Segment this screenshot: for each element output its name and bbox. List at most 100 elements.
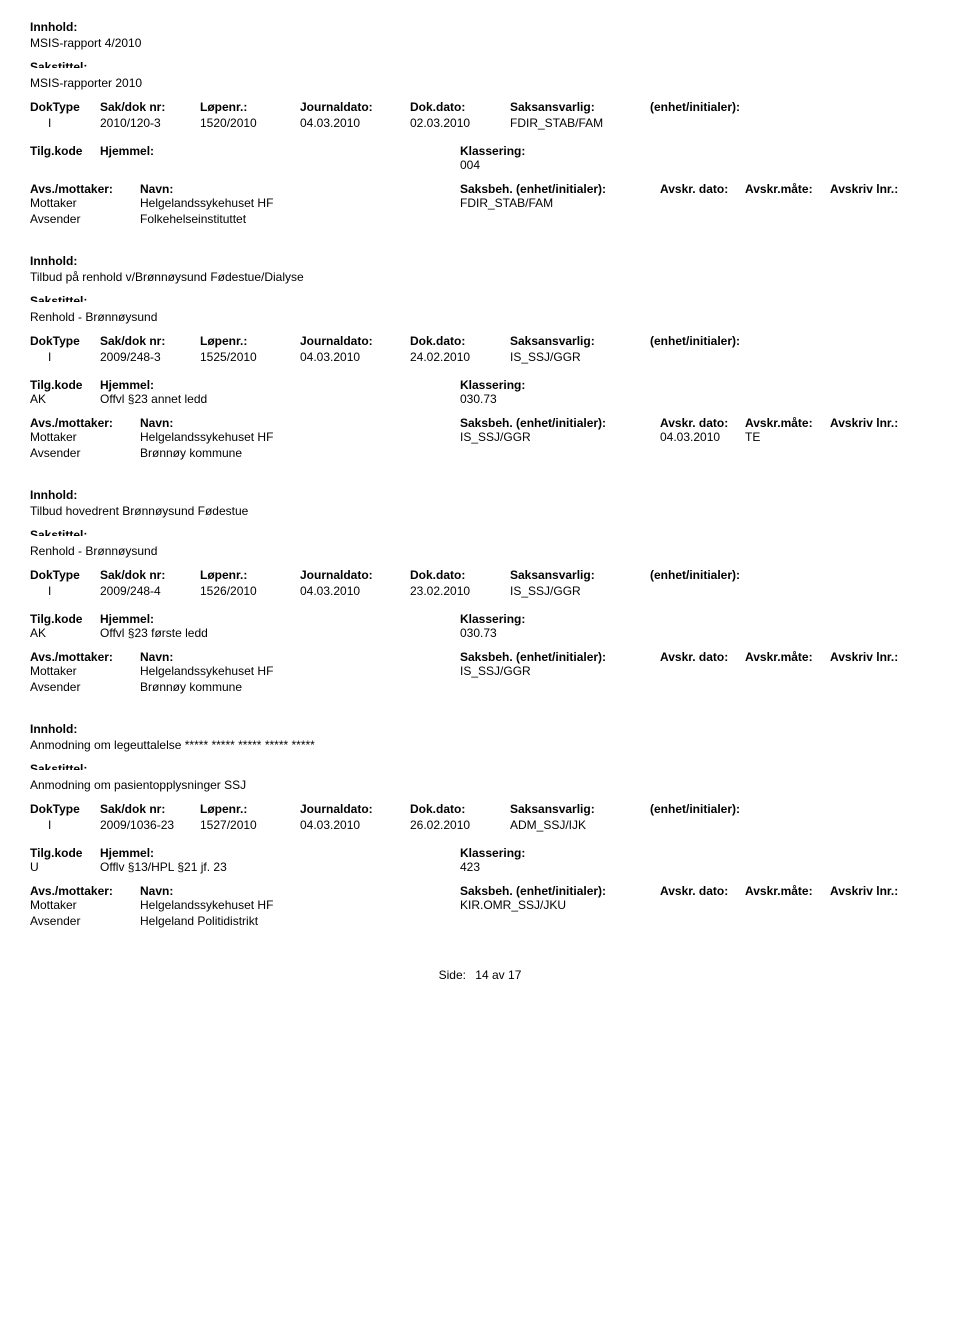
enhetinit-header: (enhet/initialer): [650, 568, 830, 582]
lopenr-header: Løpenr.: [200, 334, 300, 348]
party-saksbeh [460, 914, 660, 928]
tilg-header: Tilg.kodeHjemmel:Klassering: [30, 378, 930, 392]
footer-page: 14 [475, 968, 488, 982]
party-row: MottakerHelgelandssykehuset HFIS_SSJ/GGR… [30, 430, 930, 444]
avsmottaker-label: Avs./mottaker: [30, 884, 140, 898]
journal-record: Innhold:Tilbud hovedrent Brønnøysund Fød… [30, 488, 930, 694]
saksansvarlig-header: Saksansvarlig: [510, 100, 650, 114]
record-header-row: DokTypeSak/dok nr:Løpenr.:Journaldato:Do… [30, 334, 930, 348]
party-role: Avsender [30, 212, 140, 226]
journaldato-header: Journaldato: [300, 334, 410, 348]
hjemmel-value: Offvl §23 første ledd [100, 626, 460, 640]
party-navn: Helgelandssykehuset HF [140, 898, 460, 912]
hjemmel-value [100, 158, 460, 172]
avskrmate-label: Avskr.måte: [745, 182, 830, 196]
innhold-label: Innhold: [30, 488, 930, 502]
klassering-value: 004 [460, 158, 750, 172]
party-navn: Helgelandssykehuset HF [140, 664, 460, 678]
sakdoknr-header: Sak/dok nr: [100, 802, 200, 816]
record-header-row: DokTypeSak/dok nr:Løpenr.:Journaldato:Do… [30, 100, 930, 114]
doktype-header: DokType [30, 802, 100, 816]
record-value-row: I2010/120-31520/201004.03.201002.03.2010… [30, 116, 930, 130]
party-avskrivlnr [830, 898, 930, 912]
party-saksbeh [460, 680, 660, 694]
sakstittel-value: Anmodning om pasientopplysninger SSJ [30, 778, 930, 792]
saksansvarlig-header: Saksansvarlig: [510, 334, 650, 348]
innhold-label: Innhold: [30, 722, 930, 736]
doktype-header: DokType [30, 100, 100, 114]
doktype-value: I [30, 116, 100, 130]
avsmottaker-header: Avs./mottaker:Navn:Saksbeh. (enhet/initi… [30, 650, 930, 664]
party-avskrivlnr [830, 212, 930, 226]
party-avskrmate [745, 212, 830, 226]
party-avskrmate [745, 680, 830, 694]
party-avskrmate [745, 196, 830, 210]
tilg-block: Tilg.kodeHjemmel:Klassering:UOfflv §13/H… [30, 846, 930, 874]
hjemmel-header: Hjemmel: [100, 846, 460, 860]
saksbeh-label: Saksbeh. (enhet/initialer): [460, 650, 660, 664]
avskrivlnr-label: Avskriv lnr.: [830, 650, 930, 664]
klassering-value: 030.73 [460, 626, 750, 640]
party-row: MottakerHelgelandssykehuset HFKIR.OMR_SS… [30, 898, 930, 912]
tilgkode-header: Tilg.kode [30, 144, 100, 158]
party-row: AvsenderBrønnøy kommune [30, 446, 930, 460]
dokdato-value: 24.02.2010 [410, 350, 510, 364]
innhold-label: Innhold: [30, 20, 930, 34]
party-avskrivlnr [830, 196, 930, 210]
party-row: AvsenderBrønnøy kommune [30, 680, 930, 694]
journaldato-value: 04.03.2010 [300, 350, 410, 364]
avskrivlnr-label: Avskriv lnr.: [830, 416, 930, 430]
tilgkode-value: U [30, 860, 100, 874]
tilgkode-header: Tilg.kode [30, 846, 100, 860]
journaldato-header: Journaldato: [300, 100, 410, 114]
avsmottaker-label: Avs./mottaker: [30, 416, 140, 430]
avsmottaker-label: Avs./mottaker: [30, 650, 140, 664]
dokdato-header: Dok.dato: [410, 802, 510, 816]
footer-total: 17 [508, 968, 521, 982]
party-navn: Helgelandssykehuset HF [140, 196, 460, 210]
party-avskrivlnr [830, 664, 930, 678]
avsmottaker-header: Avs./mottaker:Navn:Saksbeh. (enhet/initi… [30, 416, 930, 430]
dokdato-header: Dok.dato: [410, 100, 510, 114]
footer-side-label: Side: [439, 968, 466, 982]
journaldato-header: Journaldato: [300, 568, 410, 582]
sakstittel-value: Renhold - Brønnøysund [30, 544, 930, 558]
party-role: Avsender [30, 680, 140, 694]
sakstittel-value: Renhold - Brønnøysund [30, 310, 930, 324]
enhetinit-header: (enhet/initialer): [650, 100, 830, 114]
tilg-header: Tilg.kodeHjemmel:Klassering: [30, 846, 930, 860]
journal-record: Innhold:Tilbud på renhold v/Brønnøysund … [30, 254, 930, 460]
footer-av-label: av [492, 968, 505, 982]
records-container: Innhold:MSIS-rapport 4/2010Sakstittel:MS… [30, 20, 930, 928]
doktype-header: DokType [30, 334, 100, 348]
avskrdato-label: Avskr. dato: [660, 650, 745, 664]
saksansvarlig-value: ADM_SSJ/IJK [510, 818, 650, 832]
party-row: AvsenderHelgeland Politidistrikt [30, 914, 930, 928]
doktype-value: I [30, 350, 100, 364]
dokdato-header: Dok.dato: [410, 568, 510, 582]
sakdoknr-value: 2010/120-3 [100, 116, 200, 130]
party-avskrdato [660, 196, 745, 210]
dokdato-header: Dok.dato: [410, 334, 510, 348]
tilg-header: Tilg.kodeHjemmel:Klassering: [30, 612, 930, 626]
party-navn: Helgelandssykehuset HF [140, 430, 460, 444]
party-row: AvsenderFolkehelseinstituttet [30, 212, 930, 226]
enhetinit-header: (enhet/initialer): [650, 802, 830, 816]
tilgkode-header: Tilg.kode [30, 378, 100, 392]
avskrmate-label: Avskr.måte: [745, 650, 830, 664]
klassering-header: Klassering: [460, 144, 750, 158]
tilg-block: Tilg.kodeHjemmel:Klassering:004 [30, 144, 930, 172]
saksbeh-label: Saksbeh. (enhet/initialer): [460, 884, 660, 898]
navn-label: Navn: [140, 650, 460, 664]
avskrivlnr-label: Avskriv lnr.: [830, 182, 930, 196]
sakstittel-label: Sakstittel: [30, 762, 930, 776]
hjemmel-value: Offvl §23 annet ledd [100, 392, 460, 406]
tilg-header: Tilg.kodeHjemmel:Klassering: [30, 144, 930, 158]
hjemmel-header: Hjemmel: [100, 144, 460, 158]
party-role: Mottaker [30, 430, 140, 444]
party-saksbeh: IS_SSJ/GGR [460, 430, 660, 444]
tilgkode-value: AK [30, 392, 100, 406]
saksansvarlig-header: Saksansvarlig: [510, 802, 650, 816]
party-avskrdato [660, 898, 745, 912]
sakstittel-label: Sakstittel: [30, 60, 930, 74]
